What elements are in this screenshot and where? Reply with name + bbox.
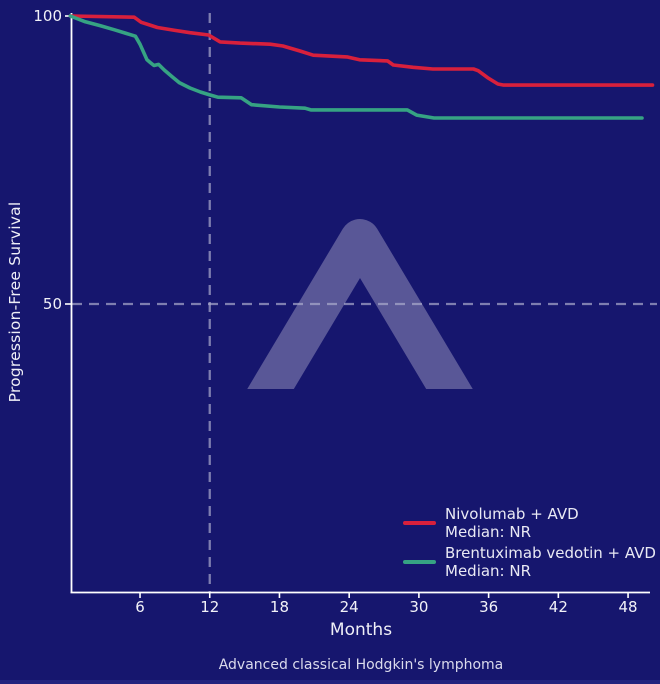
legend-entry-brentuximab-vedotin-avd: Brentuximab vedotin + AVD Median: NR xyxy=(403,544,656,580)
x-tick-label: 36 xyxy=(479,598,498,616)
nivolumab-avd-line-swatch xyxy=(403,521,436,525)
legend-series-median: Median: NR xyxy=(445,562,532,580)
x-axis-label: Months xyxy=(329,620,393,640)
caret-watermark-logo xyxy=(247,219,473,389)
figure-caption: Advanced classical Hodgkin's lymphoma xyxy=(218,657,504,673)
legend-series-median: Median: NR xyxy=(445,523,532,541)
y-tick-label: 100 xyxy=(33,7,62,25)
x-tick-label: 6 xyxy=(135,598,145,616)
x-tick-label: 30 xyxy=(409,598,428,616)
survival-curve xyxy=(68,14,655,87)
x-tick-label: 42 xyxy=(549,598,568,616)
legend-series-name: Brentuximab vedotin + AVD xyxy=(445,544,656,562)
km-plot-canvas: 6 12 18 24 30 36 42 48 50 100 xyxy=(33,7,657,616)
x-tick-label: 48 xyxy=(619,598,638,616)
legend-entry-nivolumab-avd: Nivolumab + AVD Median: NR xyxy=(403,505,656,541)
y-tick-label: 50 xyxy=(43,295,62,313)
survival-curve xyxy=(68,14,644,120)
y-axis-label: Progression-Free Survival xyxy=(6,201,24,403)
x-tick-label: 12 xyxy=(200,598,219,616)
legend-series-name: Nivolumab + AVD xyxy=(445,505,579,523)
x-tick-label: 24 xyxy=(340,598,359,616)
legend: Nivolumab + AVD Median: NR Brentuximab v… xyxy=(403,505,656,583)
brentuximab-vedotin-avd-line-swatch xyxy=(403,560,436,564)
bottom-accent-strip xyxy=(0,680,660,684)
x-tick-label: 18 xyxy=(270,598,289,616)
